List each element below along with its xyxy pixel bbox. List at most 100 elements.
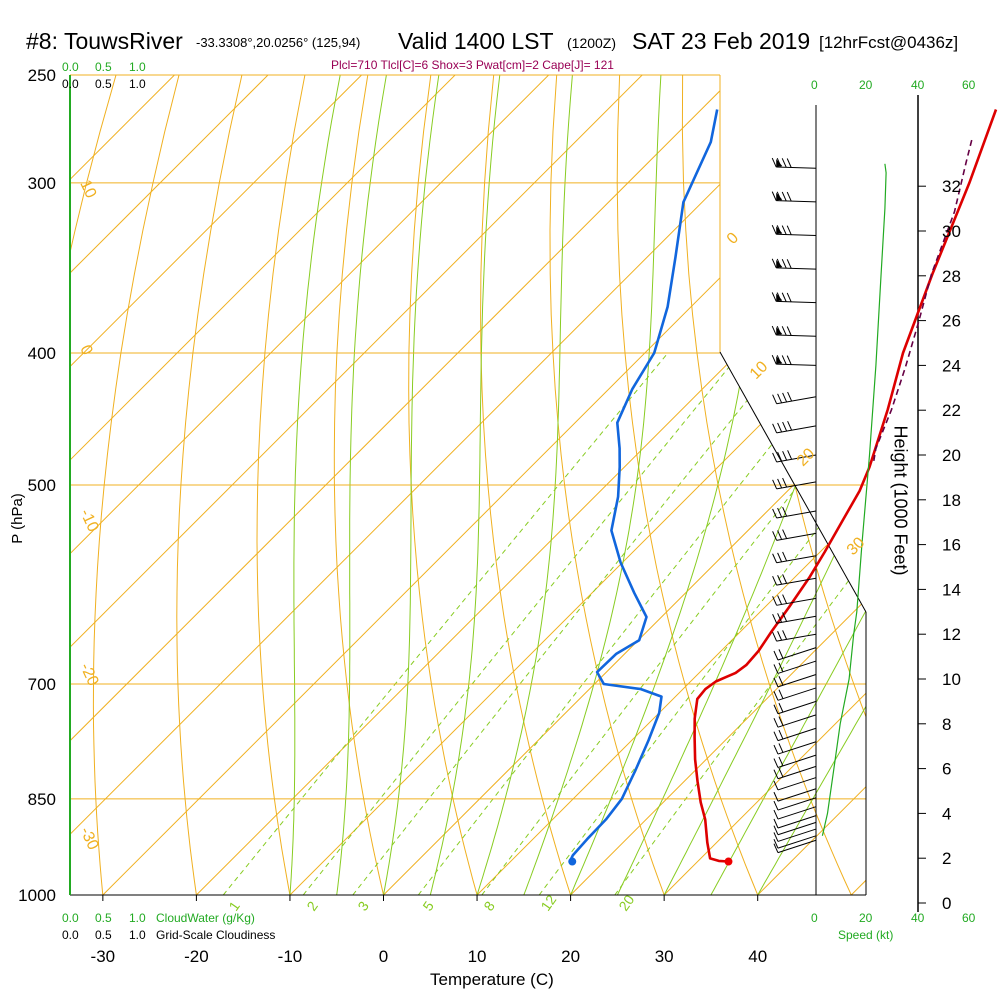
height-tick-label: 10 (942, 670, 961, 689)
speed-tick-bottom-20: 20 (859, 911, 873, 925)
mixing-ratio-label: 2 (303, 898, 321, 914)
wind-barb (772, 612, 817, 624)
adiabat-label: 0 (724, 229, 742, 247)
height-tick-label: 16 (942, 536, 961, 555)
wind-barb (773, 674, 817, 688)
pressure-tick-label: 250 (28, 66, 56, 85)
height-tick-label: 12 (942, 625, 961, 644)
dry-adiabat (616, 75, 759, 895)
wind-barb (771, 258, 817, 270)
wind-barb (773, 660, 817, 674)
moist-adiabat (476, 75, 573, 895)
speed-label: Speed (kt) (838, 928, 894, 942)
speed-tick-bottom-60: 60 (962, 911, 976, 925)
wind-barb (773, 839, 817, 854)
height-tick-label: 2 (942, 849, 951, 868)
x-tick-label: 20 (561, 947, 580, 966)
speed-tick-bottom-0: 0 (811, 911, 818, 925)
isotherm (70, 75, 456, 895)
wind-barb (773, 777, 817, 791)
isotherm (476, 75, 866, 895)
x-axis-label: Temperature (C) (430, 970, 554, 989)
wind-barb (773, 828, 817, 842)
wind-barb (773, 754, 817, 768)
moist-adiabat (289, 75, 341, 895)
cloudwater-tick-bottom-0: 0.0 (62, 911, 79, 925)
adiabat-label: -10 (76, 507, 101, 535)
moist-adiabat (383, 75, 440, 895)
moist-adiabat (710, 75, 866, 895)
pressure-tick-label: 300 (28, 174, 56, 193)
height-tick-label: 20 (942, 446, 961, 465)
dry-adiabat (408, 75, 478, 895)
isotherm (70, 75, 362, 895)
x-tick-label: 10 (468, 947, 487, 966)
isotherm (850, 75, 866, 895)
wind-barb (773, 788, 817, 802)
height-tick-label: 30 (942, 222, 961, 241)
mixing-ratio-line (417, 352, 845, 895)
height-tick-label: 32 (942, 177, 961, 196)
height-tick-label: 22 (942, 401, 961, 420)
height-tick-label: 24 (942, 356, 961, 375)
wind-barb (773, 797, 817, 811)
wind-barb (773, 821, 817, 836)
wind-barb (772, 477, 817, 490)
speed-tick-top-0: 0 (811, 78, 818, 92)
y-axis-label: P (hPa) (8, 493, 26, 544)
wind-barb (773, 647, 817, 661)
wind-layer (771, 157, 887, 854)
wind-barb (773, 700, 817, 715)
station-title: #8: TouwsRiver (26, 28, 183, 54)
wind-barb (771, 292, 817, 304)
adiabat-label: 10 (76, 178, 99, 201)
wind-barb (771, 325, 817, 337)
wind-barb (773, 741, 817, 755)
speed-tick-top-60: 60 (962, 78, 976, 92)
surface-temperature-dot (724, 857, 733, 866)
cloudwater-tick-bottom-1: 0.5 (95, 911, 112, 925)
x-tick-label: 30 (655, 947, 674, 966)
wind-barb (773, 806, 817, 820)
x-tick-label: 0 (379, 947, 388, 966)
forecast-info: [12hrFcst@0436z] (819, 33, 959, 52)
cloudiness-tick-bottom-0: 0.0 (62, 928, 79, 942)
wind-barb (772, 551, 817, 564)
wind-speed-profile (821, 163, 887, 836)
wind-barb (772, 594, 817, 606)
speed-tick-top-20: 20 (859, 78, 873, 92)
pressure-tick-label: 700 (28, 675, 56, 694)
adiabat-label: 30 (844, 534, 869, 559)
height-axis-label: Height (1000 Feet) (890, 425, 911, 576)
pressure-tick-label: 500 (28, 476, 56, 495)
cloudiness-label: Grid-Scale Cloudiness (156, 928, 276, 942)
valid-time: Valid 1400 LST (398, 28, 554, 54)
moist-adiabat (429, 75, 501, 895)
wind-barb (773, 687, 817, 701)
wind-barb (773, 727, 817, 742)
adiabat-label: 0 (76, 343, 95, 358)
cloudiness-tick-top-1: 0.5 (95, 77, 112, 91)
moist-adiabat (757, 75, 866, 895)
grid-layer (69, 74, 926, 912)
parcel-line (873, 137, 974, 462)
x-tick-label: -10 (278, 947, 303, 966)
height-tick-label: 0 (942, 894, 951, 913)
height-boundary (719, 351, 867, 613)
dry-adiabat (480, 75, 572, 895)
height-tick-label: 14 (942, 580, 961, 599)
adiabat-label: 10 (747, 358, 772, 383)
dry-adiabat (256, 75, 306, 895)
speed-tick-bottom-40: 40 (911, 911, 925, 925)
cloudwater-tick-top-0: 0.0 (62, 60, 79, 74)
wind-barb (772, 529, 817, 541)
stability-indices: Plcl=710 Tlcl[C]=6 Shox=3 Pwat[cm]=2 Cap… (331, 58, 614, 72)
mixing-ratio-line (352, 352, 786, 895)
dry-adiabat (549, 75, 665, 895)
surface-dewpoint-dot (568, 857, 577, 866)
wind-barb (773, 835, 817, 849)
series-layer (69, 75, 998, 895)
zulu-time: (1200Z) (567, 35, 617, 51)
pressure-tick-label: 1000 (18, 886, 56, 905)
